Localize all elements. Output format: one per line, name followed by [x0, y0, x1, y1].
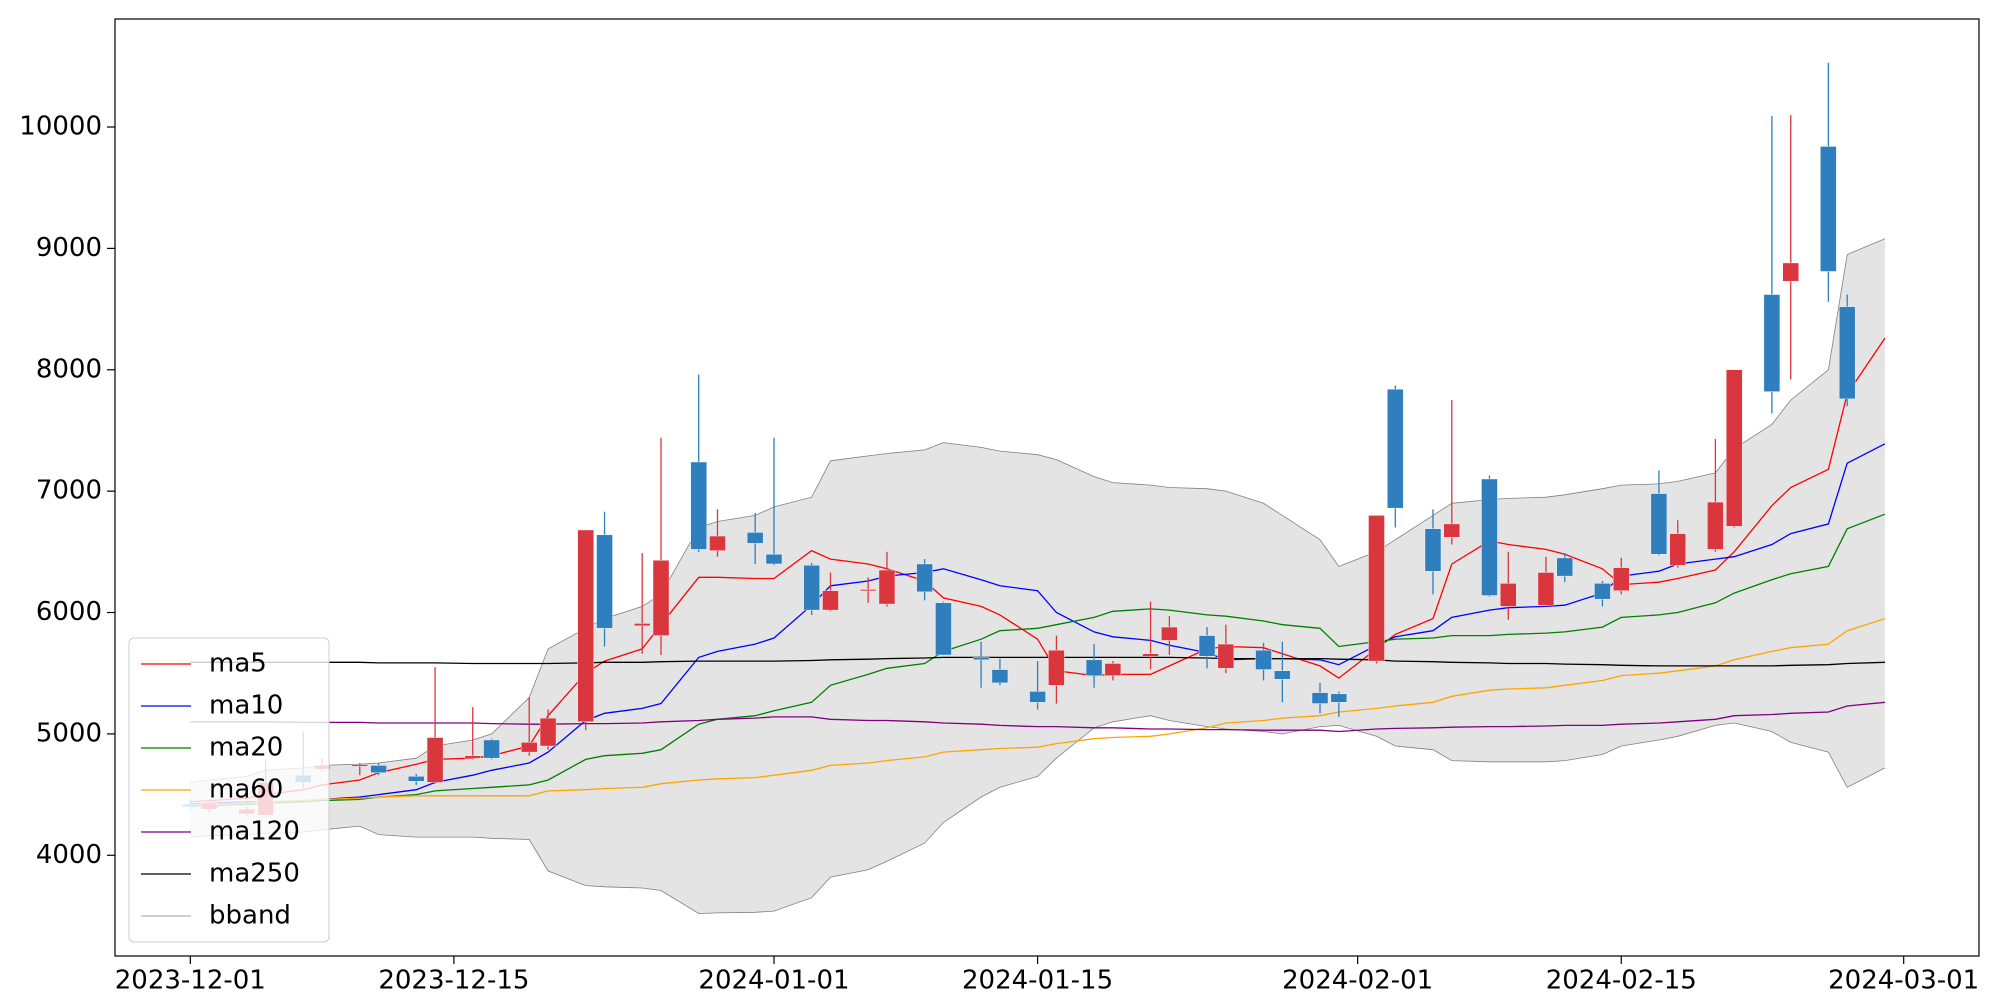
candle-body	[1556, 557, 1573, 577]
candle-body	[1820, 146, 1837, 272]
candle-body	[483, 739, 500, 759]
candle-body	[1387, 388, 1404, 509]
candle-body	[765, 554, 783, 565]
candle-body	[1537, 572, 1555, 606]
legend-label: ma20	[209, 733, 283, 763]
candle-body	[1048, 649, 1065, 686]
ma-line	[190, 513, 1886, 808]
plot-frame	[114, 18, 1980, 957]
candle-body	[859, 589, 877, 592]
candle-body	[539, 717, 557, 747]
candle-body	[1424, 528, 1442, 572]
candle-body	[803, 564, 820, 611]
y-tick-label: 5000	[36, 718, 102, 748]
candle-body	[1500, 583, 1517, 607]
candle-body	[822, 590, 839, 611]
legend-label: bband	[209, 901, 291, 931]
candle-body	[1104, 663, 1122, 676]
ma-line	[190, 617, 1886, 807]
x-tick-label: 2024-02-01	[1282, 966, 1433, 996]
candle-body	[1707, 501, 1724, 550]
candle-body	[878, 569, 896, 605]
candle-body	[1274, 670, 1291, 680]
x-tick-label: 2023-12-01	[115, 966, 266, 996]
y-tick-label: 9000	[36, 233, 102, 263]
candle-body	[1726, 369, 1743, 527]
candle-body	[1443, 523, 1461, 538]
legend-box	[128, 637, 330, 943]
candle-body	[633, 623, 651, 627]
legend-label: ma60	[209, 775, 283, 805]
legend-label: ma120	[209, 817, 300, 847]
candle-body	[1613, 567, 1630, 591]
candle-body	[690, 461, 707, 550]
candle-body	[408, 776, 425, 782]
candle-body	[351, 764, 368, 767]
candle-body	[370, 765, 387, 773]
candle-body	[1161, 626, 1178, 641]
candle-body	[1217, 643, 1235, 669]
candle-body	[916, 563, 933, 593]
candle-body	[1029, 691, 1046, 703]
bband-lower	[190, 715, 1886, 914]
legend: ma5 ma10 ma20 ma60 ma120 ma250 bband	[128, 637, 330, 943]
candle-body	[991, 669, 1009, 684]
candle-body	[1650, 493, 1668, 555]
candle-body	[521, 742, 538, 753]
y-tick-label: 7000	[36, 476, 102, 506]
legend-label: ma5	[209, 649, 267, 679]
candle-body	[1669, 533, 1686, 566]
candle-body	[1782, 262, 1799, 282]
legend-label: ma250	[209, 859, 300, 889]
x-tick-label: 2024-02-15	[1546, 966, 1697, 996]
candle-body	[1481, 478, 1498, 596]
y-tick-label: 10000	[19, 112, 102, 142]
x-tick-label: 2023-12-15	[378, 966, 529, 996]
candle-body	[1763, 294, 1781, 392]
candle-body	[1311, 692, 1329, 704]
candle-body	[1198, 635, 1216, 657]
ma-line	[190, 656, 1885, 667]
candle-body	[596, 534, 613, 629]
candle-body	[1330, 693, 1348, 703]
candle-body	[1255, 649, 1272, 670]
candle-body	[1594, 583, 1611, 600]
legend-label: ma10	[209, 691, 283, 721]
candle-body	[652, 560, 670, 636]
bband-fill	[190, 238, 1885, 914]
candle-body	[426, 737, 444, 783]
y-tick-label: 8000	[36, 354, 102, 384]
candle-body	[464, 755, 481, 759]
candle-body	[1368, 515, 1385, 662]
candle-body	[1085, 659, 1103, 676]
candle-body	[935, 602, 952, 656]
y-tick-label: 6000	[36, 597, 102, 627]
y-tick-label: 4000	[36, 840, 102, 870]
x-tick-label: 2024-01-01	[698, 966, 849, 996]
candle-body	[577, 529, 594, 722]
candle-body	[972, 657, 990, 661]
x-tick-label: 2024-01-15	[962, 966, 1113, 996]
candle-body	[1839, 306, 1856, 400]
candle-body	[709, 535, 726, 551]
candle-body	[746, 532, 764, 544]
x-tick-label: 2024-03-01	[1828, 966, 1979, 996]
candle-body	[1142, 653, 1159, 657]
